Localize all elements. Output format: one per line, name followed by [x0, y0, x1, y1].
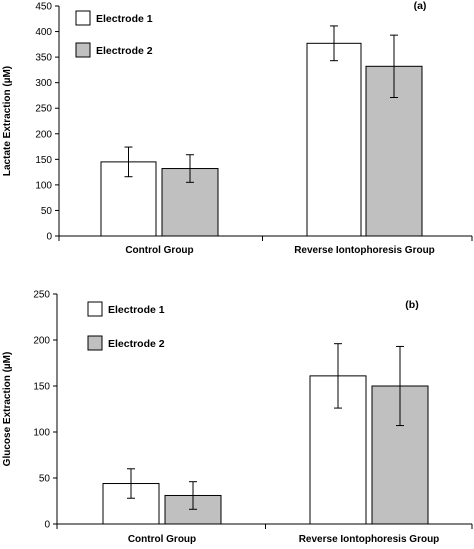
y-tick-label: 150: [33, 382, 50, 393]
y-tick-label: 0: [44, 520, 50, 531]
error-bar: [186, 154, 194, 183]
category-label: Reverse Iontophoresis Group: [299, 534, 440, 545]
y-tick-label: 350: [35, 53, 52, 64]
y-tick-label: 250: [33, 290, 50, 301]
y-axis-label: Lactate Extraction (µM): [2, 66, 13, 176]
error-bar: [124, 146, 133, 178]
error-bar: [390, 34, 398, 98]
y-tick-label: 250: [35, 104, 52, 115]
y-tick-label: 200: [35, 129, 52, 140]
bar-1-reverse: [306, 42, 362, 237]
y-tick-label: 50: [41, 206, 53, 217]
panel-label: (b): [405, 299, 418, 311]
y-tick-label: 100: [33, 428, 50, 439]
legend-swatch: [87, 335, 103, 351]
y-axis-label: Glucose Extraction (µM): [2, 352, 13, 467]
legend: Electrode 1 Electrode 2: [75, 10, 153, 58]
error-bar: [334, 343, 342, 409]
error-bar: [127, 468, 135, 499]
error-bar: [189, 481, 197, 510]
y-tick-label: 200: [33, 336, 50, 347]
legend-swatch: [87, 301, 103, 317]
y-tick-label: 300: [35, 78, 52, 89]
legend-label: Electrode 2: [96, 45, 153, 57]
legend-swatch: [75, 42, 91, 58]
legend-swatch: [75, 10, 91, 26]
y-tick-label: 50: [39, 474, 51, 485]
error-bar: [330, 25, 338, 62]
y-tick-label: 150: [35, 155, 52, 166]
category-label: Control Group: [125, 245, 193, 256]
category-label: Control Group: [128, 534, 196, 545]
category-label: Reverse Iontophoresis Group: [294, 245, 435, 256]
legend-label: Electrode 1: [108, 304, 165, 316]
y-tick-label: 0: [46, 232, 52, 243]
chart-panel-a: 0 50 100 150 200 250 300 350 400 450 Control Group…: [2, 0, 473, 256]
legend: Electrode 1 Electrode 2: [87, 301, 165, 351]
chart-panel-b: 0 50 100 150 200 250 Control Group Reverse Iont…: [2, 290, 473, 545]
error-bar: [396, 345, 404, 427]
y-tick-label: 100: [35, 180, 52, 191]
y-tick-label: 400: [35, 27, 52, 38]
panel-label: (a): [414, 0, 427, 12]
legend-label: Electrode 2: [108, 338, 165, 350]
legend-label: Electrode 1: [96, 13, 153, 25]
y-tick-label: 450: [35, 2, 52, 13]
